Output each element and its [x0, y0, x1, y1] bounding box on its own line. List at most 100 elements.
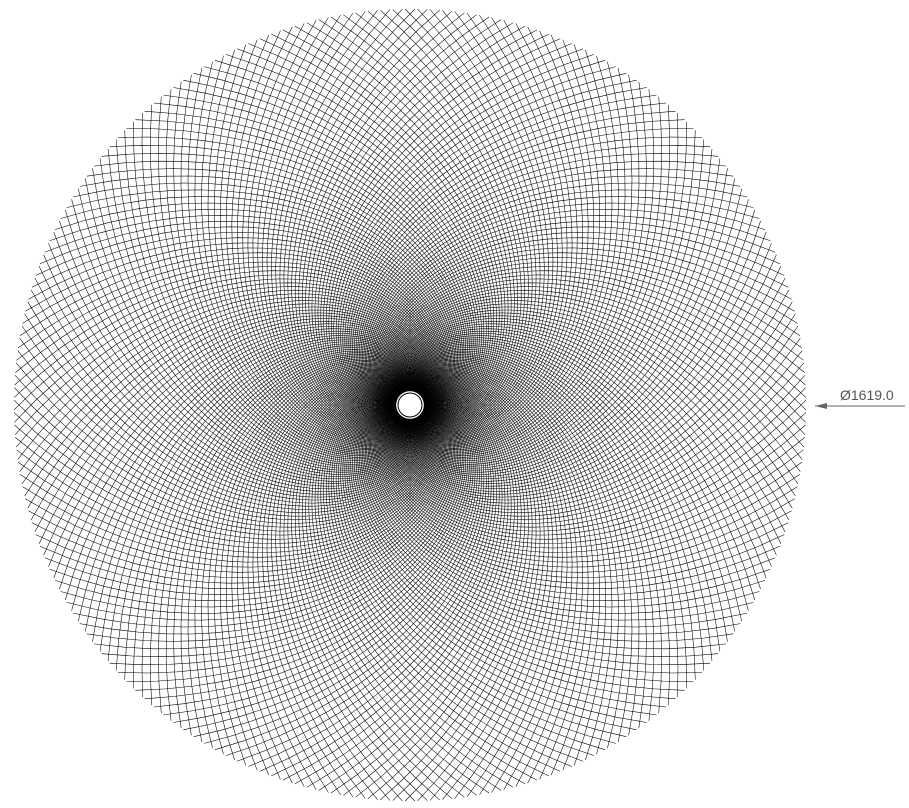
mesh-curve — [392, 9, 533, 431]
mesh-curve — [306, 22, 509, 426]
mesh-curve — [404, 14, 563, 437]
mesh-curve — [271, 386, 500, 777]
mesh-curve — [236, 387, 492, 762]
mesh-curve — [404, 378, 537, 802]
mesh-curve — [38, 315, 429, 544]
mesh-curve — [397, 121, 687, 463]
dimension: Ø1619.0 — [815, 387, 905, 409]
mesh-curve — [401, 49, 613, 448]
mesh-curve — [21, 300, 432, 485]
mesh-curve — [73, 182, 457, 415]
mesh-curve — [380, 400, 804, 549]
mesh-curve — [318, 19, 512, 427]
mesh-curve — [305, 383, 490, 794]
mesh-curve — [279, 377, 414, 802]
mesh-curve — [201, 361, 420, 755]
mesh-curve — [94, 160, 461, 416]
mesh-curve — [392, 323, 767, 579]
mesh-curve — [383, 278, 807, 411]
mesh-curve — [144, 392, 472, 700]
mesh-curve — [53, 231, 428, 487]
mesh-curve — [384, 387, 806, 528]
mesh-curve — [126, 128, 468, 418]
mesh-curve — [231, 30, 418, 443]
mesh-curve — [259, 38, 497, 424]
mesh-curve — [400, 360, 626, 749]
mesh-curve — [399, 81, 647, 455]
mesh-curve — [15, 289, 435, 448]
mesh-curve — [53, 323, 428, 579]
mesh-curve — [24, 303, 432, 497]
mesh-curve — [370, 396, 776, 595]
mesh-curve — [388, 325, 799, 510]
mesh-curve — [27, 306, 431, 509]
mesh-curve — [392, 231, 767, 487]
mesh-curve — [308, 383, 502, 791]
mesh-curve — [259, 386, 497, 772]
mesh-curve — [65, 328, 427, 601]
mesh-curve — [15, 266, 440, 410]
mesh-curve — [248, 43, 495, 423]
mesh-curve — [396, 148, 713, 469]
mesh-curve — [394, 199, 749, 480]
mesh-curve — [115, 139, 423, 467]
mesh-curve — [71, 330, 426, 611]
mesh-curve — [400, 61, 626, 450]
mesh-curve — [48, 320, 428, 567]
mesh-curve — [323, 386, 561, 772]
mesh-curve — [257, 373, 416, 796]
mesh-curve — [403, 26, 583, 442]
mesh-curve — [236, 48, 492, 423]
mesh-curve — [366, 395, 760, 614]
mesh-curve — [317, 385, 538, 781]
mesh-curve — [372, 397, 785, 584]
mesh-curve — [348, 110, 676, 418]
mesh-curve — [405, 10, 549, 435]
mesh-curve — [193, 73, 482, 421]
mesh-curve — [180, 74, 421, 453]
mesh-curve — [38, 266, 429, 495]
mesh-curve — [183, 79, 480, 420]
mesh-curve — [214, 60, 487, 422]
mesh-curve — [362, 394, 741, 635]
mesh-curve — [247, 371, 417, 790]
mesh-curve — [271, 375, 415, 800]
mesh-curve — [343, 14, 519, 428]
mesh-curve — [395, 178, 736, 475]
mesh-curve — [390, 289, 790, 501]
mesh-curve — [390, 277, 786, 498]
mesh-curve — [291, 380, 440, 801]
mesh-curve — [144, 110, 472, 418]
mesh-curve — [49, 209, 451, 414]
mesh-curve — [377, 399, 798, 563]
mesh-curve — [331, 388, 595, 756]
mesh-curve — [402, 30, 589, 443]
mesh-curve — [371, 397, 781, 589]
mesh-curve — [16, 400, 440, 549]
mesh-curve — [173, 355, 421, 729]
mesh-curve — [298, 381, 465, 798]
mesh-curve — [242, 369, 417, 787]
mesh-curve — [328, 48, 584, 423]
mesh-curve — [402, 367, 589, 780]
mesh-curve — [294, 380, 453, 800]
mesh-curve — [44, 215, 450, 414]
mesh-curve — [404, 17, 568, 438]
mesh-curve — [99, 339, 424, 652]
mesh-curve — [354, 393, 703, 674]
mesh-curve — [283, 8, 416, 432]
mesh-curve — [398, 104, 670, 460]
mesh-curve — [163, 94, 476, 419]
mesh-curve — [283, 378, 416, 802]
mesh-curve — [39, 221, 449, 413]
mesh-curve — [404, 8, 537, 432]
mesh-curve — [14, 282, 436, 423]
mesh-curve — [398, 112, 679, 461]
mesh-curve — [391, 266, 782, 495]
mesh-curve — [141, 349, 422, 698]
mesh-curve — [333, 388, 606, 750]
mesh-curve — [338, 389, 627, 737]
mesh-curve — [403, 23, 578, 441]
mesh-curve — [66, 395, 455, 621]
mesh-curve — [391, 315, 782, 544]
